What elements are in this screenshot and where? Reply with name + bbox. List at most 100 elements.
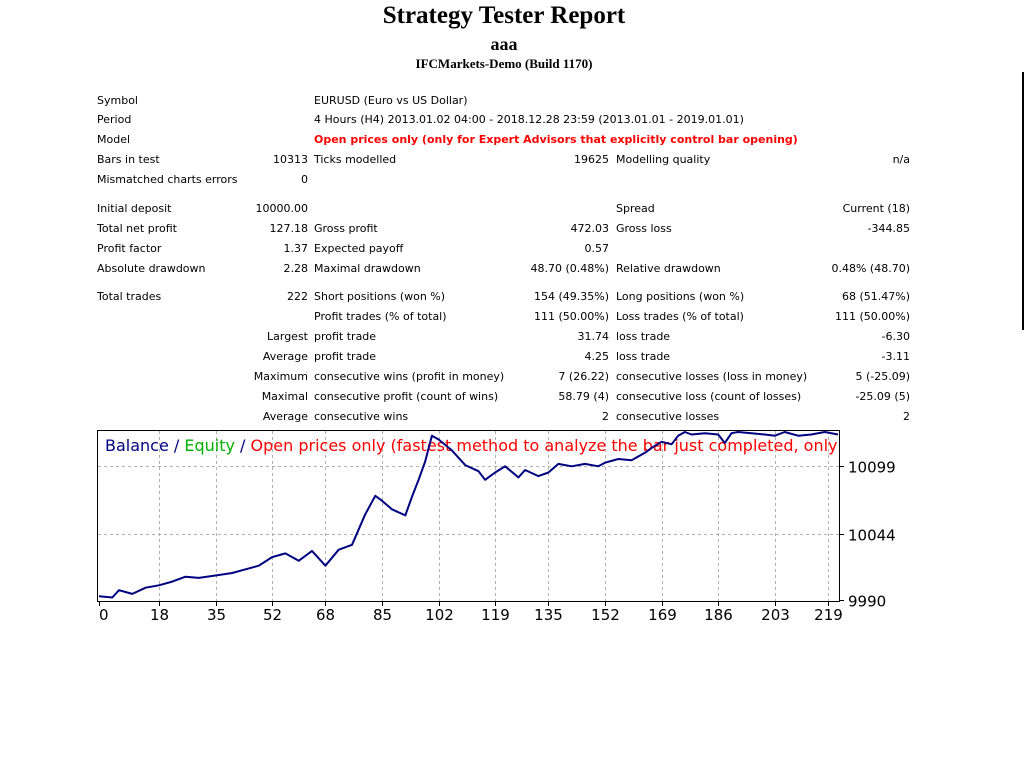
abs-drawdown-value: 2.28 <box>283 262 309 275</box>
total-trades-label: Total trades <box>97 290 162 303</box>
symbol-label: Symbol <box>97 94 138 107</box>
legend-separator-2: / <box>235 436 251 455</box>
chart-grid <box>98 431 839 601</box>
short-positions-label: Short positions (won %) <box>314 290 446 303</box>
expected-payoff-value: 0.57 <box>584 242 610 255</box>
avg-cons-wins-label: consecutive wins <box>314 410 409 423</box>
x-tick-label: 0 <box>99 606 109 624</box>
profit-trades-label: Profit trades (% of total) <box>314 310 447 323</box>
y-axis-ticks: 10099 10044 9990 <box>839 459 896 611</box>
net-profit-value: 127.18 <box>269 222 309 235</box>
short-positions-value: 154 (49.35%) <box>533 290 609 303</box>
y-tick-label: 10099 <box>848 459 896 477</box>
average-profit-value: 4.25 <box>584 350 610 363</box>
gross-profit-value: 472.03 <box>570 222 610 235</box>
avg-cons-losses-value: 2 <box>903 410 910 423</box>
series-balance-line <box>98 431 839 599</box>
period-label: Period <box>97 113 132 126</box>
bars-label: Bars in test <box>97 153 160 166</box>
max-cons-wins-label: consecutive wins (profit in money) <box>314 370 505 383</box>
x-tick-label: 102 <box>425 606 454 624</box>
max-cons-losses-label: consecutive losses (loss in money) <box>616 370 808 383</box>
page-edge-divider <box>1022 72 1024 330</box>
abs-drawdown-label: Absolute drawdown <box>97 262 206 275</box>
profit-factor-value: 1.37 <box>283 242 309 255</box>
server-info: IFCMarkets-Demo (Build 1170) <box>415 56 593 71</box>
legend-model-note: Open prices only (fastest method to anal… <box>251 436 907 455</box>
average-label: Average <box>262 350 308 363</box>
largest-profit-label: profit trade <box>314 330 377 343</box>
spread-value: Current (18) <box>842 202 910 215</box>
legend-balance: Balance <box>105 436 169 455</box>
balance-equity-chart: Balance / Equity / Open prices only (fas… <box>97 430 907 624</box>
gross-loss-value: -344.85 <box>867 222 910 235</box>
x-tick-label: 152 <box>591 606 620 624</box>
gross-loss-label: Gross loss <box>616 222 672 235</box>
maximum-label: Maximum <box>253 370 308 383</box>
average-cons-label: Average <box>262 410 308 423</box>
ticks-label: Ticks modelled <box>314 153 397 166</box>
x-tick-label: 35 <box>207 606 226 624</box>
largest-profit-value: 31.74 <box>577 330 610 343</box>
gross-profit-label: Gross profit <box>314 222 378 235</box>
maximal-profit-label: consecutive profit (count of wins) <box>314 390 499 403</box>
net-profit-label: Total net profit <box>97 222 177 235</box>
max-cons-wins-value: 7 (26.22) <box>558 370 609 383</box>
x-tick-label: 68 <box>316 606 335 624</box>
rel-drawdown-value: 0.48% (48.70) <box>831 262 910 275</box>
long-positions-label: Long positions (won %) <box>616 290 745 303</box>
y-tick-label: 9990 <box>848 593 886 611</box>
mismatch-label: Mismatched charts errors <box>97 173 238 186</box>
chart-series <box>98 431 839 599</box>
period-value: 4 Hours (H4) 2013.01.02 04:00 - 2018.12.… <box>314 113 744 126</box>
x-tick-label: 52 <box>263 606 282 624</box>
spread-label: Spread <box>616 202 655 215</box>
initial-deposit-label: Initial deposit <box>97 202 172 215</box>
model-label: Model <box>97 133 131 146</box>
loss-trades-value: 111 (50.00%) <box>834 310 910 323</box>
chart-legend: Balance / Equity / Open prices only (fas… <box>105 436 907 455</box>
largest-loss-value: -6.30 <box>881 330 910 343</box>
x-tick-label: 186 <box>704 606 733 624</box>
profit-trades-value: 111 (50.00%) <box>533 310 609 323</box>
bars-value: 10313 <box>273 153 308 166</box>
avg-cons-losses-label: consecutive losses <box>616 410 720 423</box>
maximal-profit-value: 58.79 (4) <box>558 390 609 403</box>
expert-name: aaa <box>490 34 518 54</box>
legend-separator-1: / <box>169 436 185 455</box>
x-tick-label: 203 <box>761 606 790 624</box>
avg-cons-wins-value: 2 <box>602 410 609 423</box>
x-tick-label: 85 <box>373 606 392 624</box>
symbol-value: EURUSD (Euro vs US Dollar) <box>314 94 468 107</box>
expected-payoff-label: Expected payoff <box>314 242 404 255</box>
maximal-label: Maximal <box>261 390 308 403</box>
total-trades-value: 222 <box>287 290 308 303</box>
initial-deposit-value: 10000.00 <box>255 202 309 215</box>
largest-label: Largest <box>267 330 308 343</box>
loss-trades-label: Loss trades (% of total) <box>616 310 744 323</box>
rel-drawdown-label: Relative drawdown <box>616 262 721 275</box>
long-positions-value: 68 (51.47%) <box>841 290 910 303</box>
x-tick-label: 119 <box>481 606 510 624</box>
mismatch-value: 0 <box>301 173 308 186</box>
average-loss-value: -3.11 <box>881 350 910 363</box>
average-profit-label: profit trade <box>314 350 377 363</box>
x-tick-label: 219 <box>814 606 843 624</box>
average-loss-label: loss trade <box>616 350 671 363</box>
report-title: Strategy Tester Report <box>382 2 626 29</box>
x-tick-label: 18 <box>150 606 169 624</box>
y-tick-label: 10044 <box>848 527 896 545</box>
x-axis-ticks: 0 18 35 52 68 85 102 119 135 152 169 186 203 219 <box>99 601 843 624</box>
chart-frame <box>97 430 840 602</box>
largest-loss-label: loss trade <box>616 330 671 343</box>
ticks-value: 19625 <box>574 153 609 166</box>
legend-equity: Equity <box>184 436 235 455</box>
x-tick-label: 135 <box>534 606 563 624</box>
maximal-loss-label: consecutive loss (count of losses) <box>616 390 802 403</box>
model-value: Open prices only (only for Expert Adviso… <box>314 133 798 146</box>
profit-factor-label: Profit factor <box>97 242 162 255</box>
x-tick-label: 169 <box>648 606 677 624</box>
maximal-loss-value: -25.09 (5) <box>855 390 910 403</box>
max-drawdown-label: Maximal drawdown <box>314 262 421 275</box>
max-drawdown-value: 48.70 (0.48%) <box>530 262 609 275</box>
